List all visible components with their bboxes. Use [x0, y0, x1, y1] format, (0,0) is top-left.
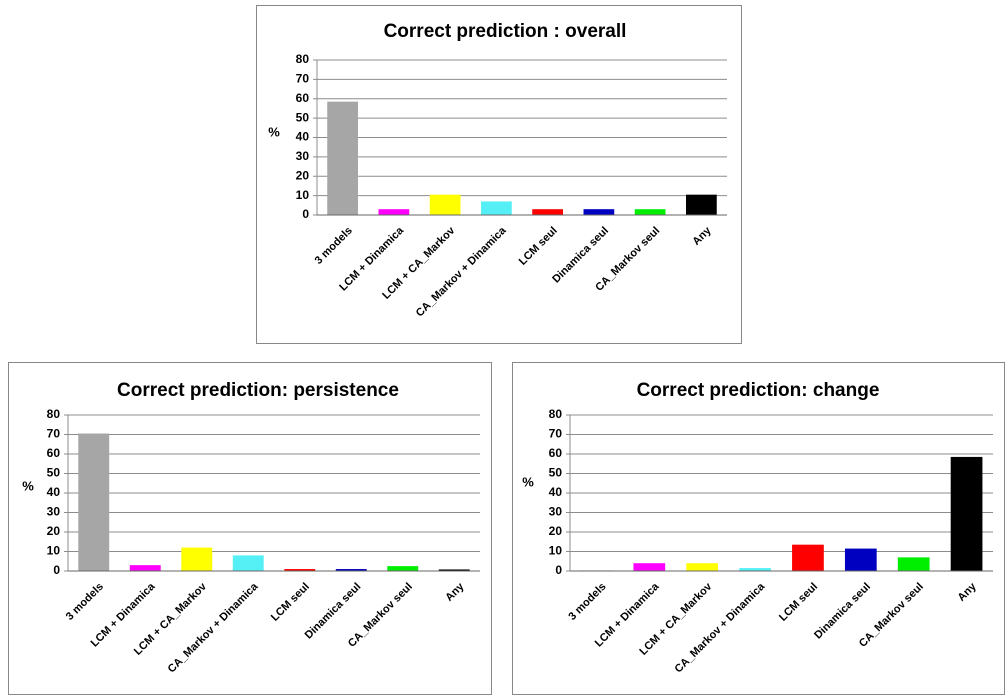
bar	[686, 563, 719, 571]
bar	[844, 548, 877, 571]
y-tick-label: 20	[296, 168, 310, 182]
y-tick-label: 60	[296, 91, 310, 105]
bar	[378, 209, 410, 215]
chart-title: Correct prediction : overall	[384, 21, 627, 42]
y-axis-label: %	[22, 478, 34, 493]
bar	[78, 433, 110, 571]
y-tick-label: 10	[296, 188, 310, 202]
y-tick-label: 60	[47, 446, 61, 460]
bar	[950, 456, 983, 571]
y-tick-label: 40	[47, 485, 61, 499]
y-tick-label: 80	[296, 52, 310, 66]
y-tick-label: 20	[549, 524, 563, 538]
bar	[583, 209, 615, 215]
bar	[327, 101, 358, 215]
y-tick-label: 30	[296, 149, 310, 163]
bar	[481, 201, 512, 215]
chart-title: Correct prediction: persistence	[117, 380, 399, 401]
y-tick-label: 40	[549, 485, 563, 499]
y-axis-label: %	[268, 124, 280, 139]
bar	[532, 209, 563, 215]
bar	[232, 555, 264, 571]
bar	[633, 563, 666, 571]
bar	[739, 568, 771, 571]
bar	[792, 544, 824, 571]
bar	[686, 194, 717, 215]
bar	[634, 209, 666, 215]
y-tick-label: 80	[549, 407, 563, 421]
bar	[181, 547, 213, 571]
chart-title: Correct prediction: change	[637, 380, 880, 401]
bar	[129, 565, 161, 571]
y-tick-label: 10	[549, 544, 563, 558]
bar	[387, 566, 419, 571]
y-tick-label: 70	[47, 427, 61, 441]
y-tick-label: 0	[53, 563, 60, 577]
y-tick-label: 30	[47, 505, 61, 519]
y-tick-label: 40	[296, 130, 310, 144]
y-tick-label: 0	[555, 563, 562, 577]
panel-frame	[512, 362, 1005, 695]
y-tick-label: 20	[47, 524, 61, 538]
y-tick-label: 30	[549, 505, 563, 519]
y-tick-label: 70	[296, 72, 310, 86]
bar	[897, 557, 930, 571]
y-tick-label: 80	[47, 407, 61, 421]
y-tick-label: 50	[549, 466, 563, 480]
bar	[429, 194, 461, 215]
bar	[284, 569, 316, 571]
y-tick-label: 70	[549, 427, 563, 441]
y-tick-label: 0	[302, 207, 309, 221]
y-tick-label: 10	[47, 544, 61, 558]
y-tick-label: 60	[549, 446, 563, 460]
y-tick-label: 50	[296, 110, 310, 124]
y-axis-label: %	[522, 474, 534, 489]
y-tick-label: 50	[47, 466, 61, 480]
bar	[335, 569, 367, 571]
bar	[438, 569, 470, 571]
